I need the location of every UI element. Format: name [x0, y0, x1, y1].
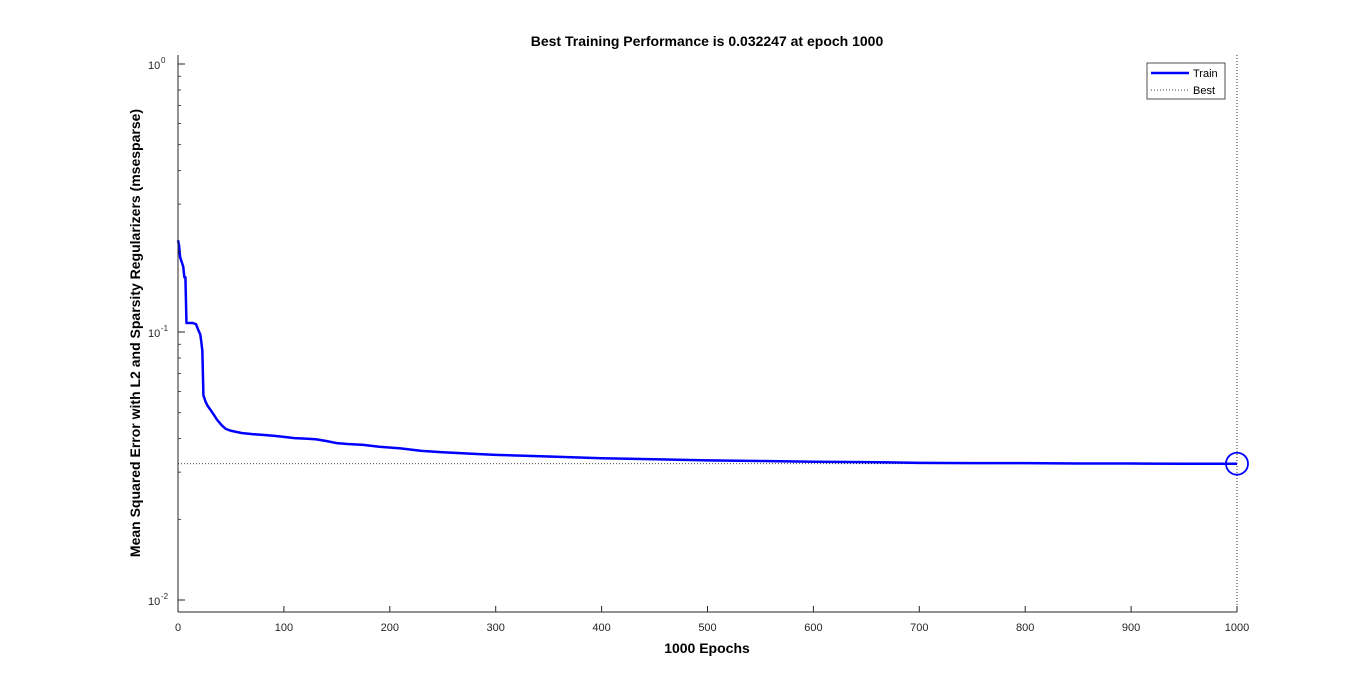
- chart-title: Best Training Performance is 0.032247 at…: [531, 33, 884, 49]
- x-tick-label: 900: [1122, 622, 1140, 634]
- x-tick-label: 600: [804, 622, 822, 634]
- x-axis-label: 1000 Epochs: [664, 640, 750, 656]
- y-tick-base: 10: [148, 328, 160, 340]
- legend-best-label: Best: [1193, 85, 1215, 97]
- legend-box: [1146, 62, 1226, 100]
- y-axis-label: Mean Squared Error with L2 and Sparsity …: [127, 109, 143, 557]
- x-tick-label: 0: [175, 622, 181, 634]
- y-tick-base: 10: [148, 596, 160, 608]
- y-tick-label: 10 -1: [148, 324, 169, 340]
- y-tick-base: 10: [148, 60, 160, 72]
- x-tick-label: 800: [1016, 622, 1034, 634]
- axes-background: [178, 55, 1237, 612]
- x-axis-ticks: 0 100 200 300 400 500 600 700 800 900 1000: [175, 606, 1249, 634]
- x-tick-label: 700: [910, 622, 928, 634]
- y-tick-exponent: 0: [161, 56, 166, 65]
- x-tick-label: 300: [487, 622, 505, 634]
- series-layer: [176, 239, 1238, 465]
- x-tick-label: 1000: [1225, 622, 1249, 634]
- y-tick-exponent: -2: [161, 592, 169, 601]
- legend: Train Best: [1146, 62, 1226, 100]
- x-tick-label: 400: [592, 622, 610, 634]
- best-point-circle: [1225, 451, 1249, 476]
- x-tick-label: 100: [275, 622, 293, 634]
- legend-train-label: Train: [1193, 68, 1218, 80]
- y-tick-exponent: -1: [161, 324, 169, 333]
- x-tick-label: 500: [698, 622, 716, 634]
- x-tick-label: 200: [381, 622, 399, 634]
- plot-area: 0 100 200 300 400 500 600 700 800 900 1000 10 -210-…: [148, 55, 1249, 634]
- y-tick-label: 10 0: [148, 56, 166, 72]
- y-tick-label: 10 -2: [148, 592, 169, 608]
- best-point-layer: [1225, 451, 1249, 476]
- series-line-train: [176, 239, 1238, 465]
